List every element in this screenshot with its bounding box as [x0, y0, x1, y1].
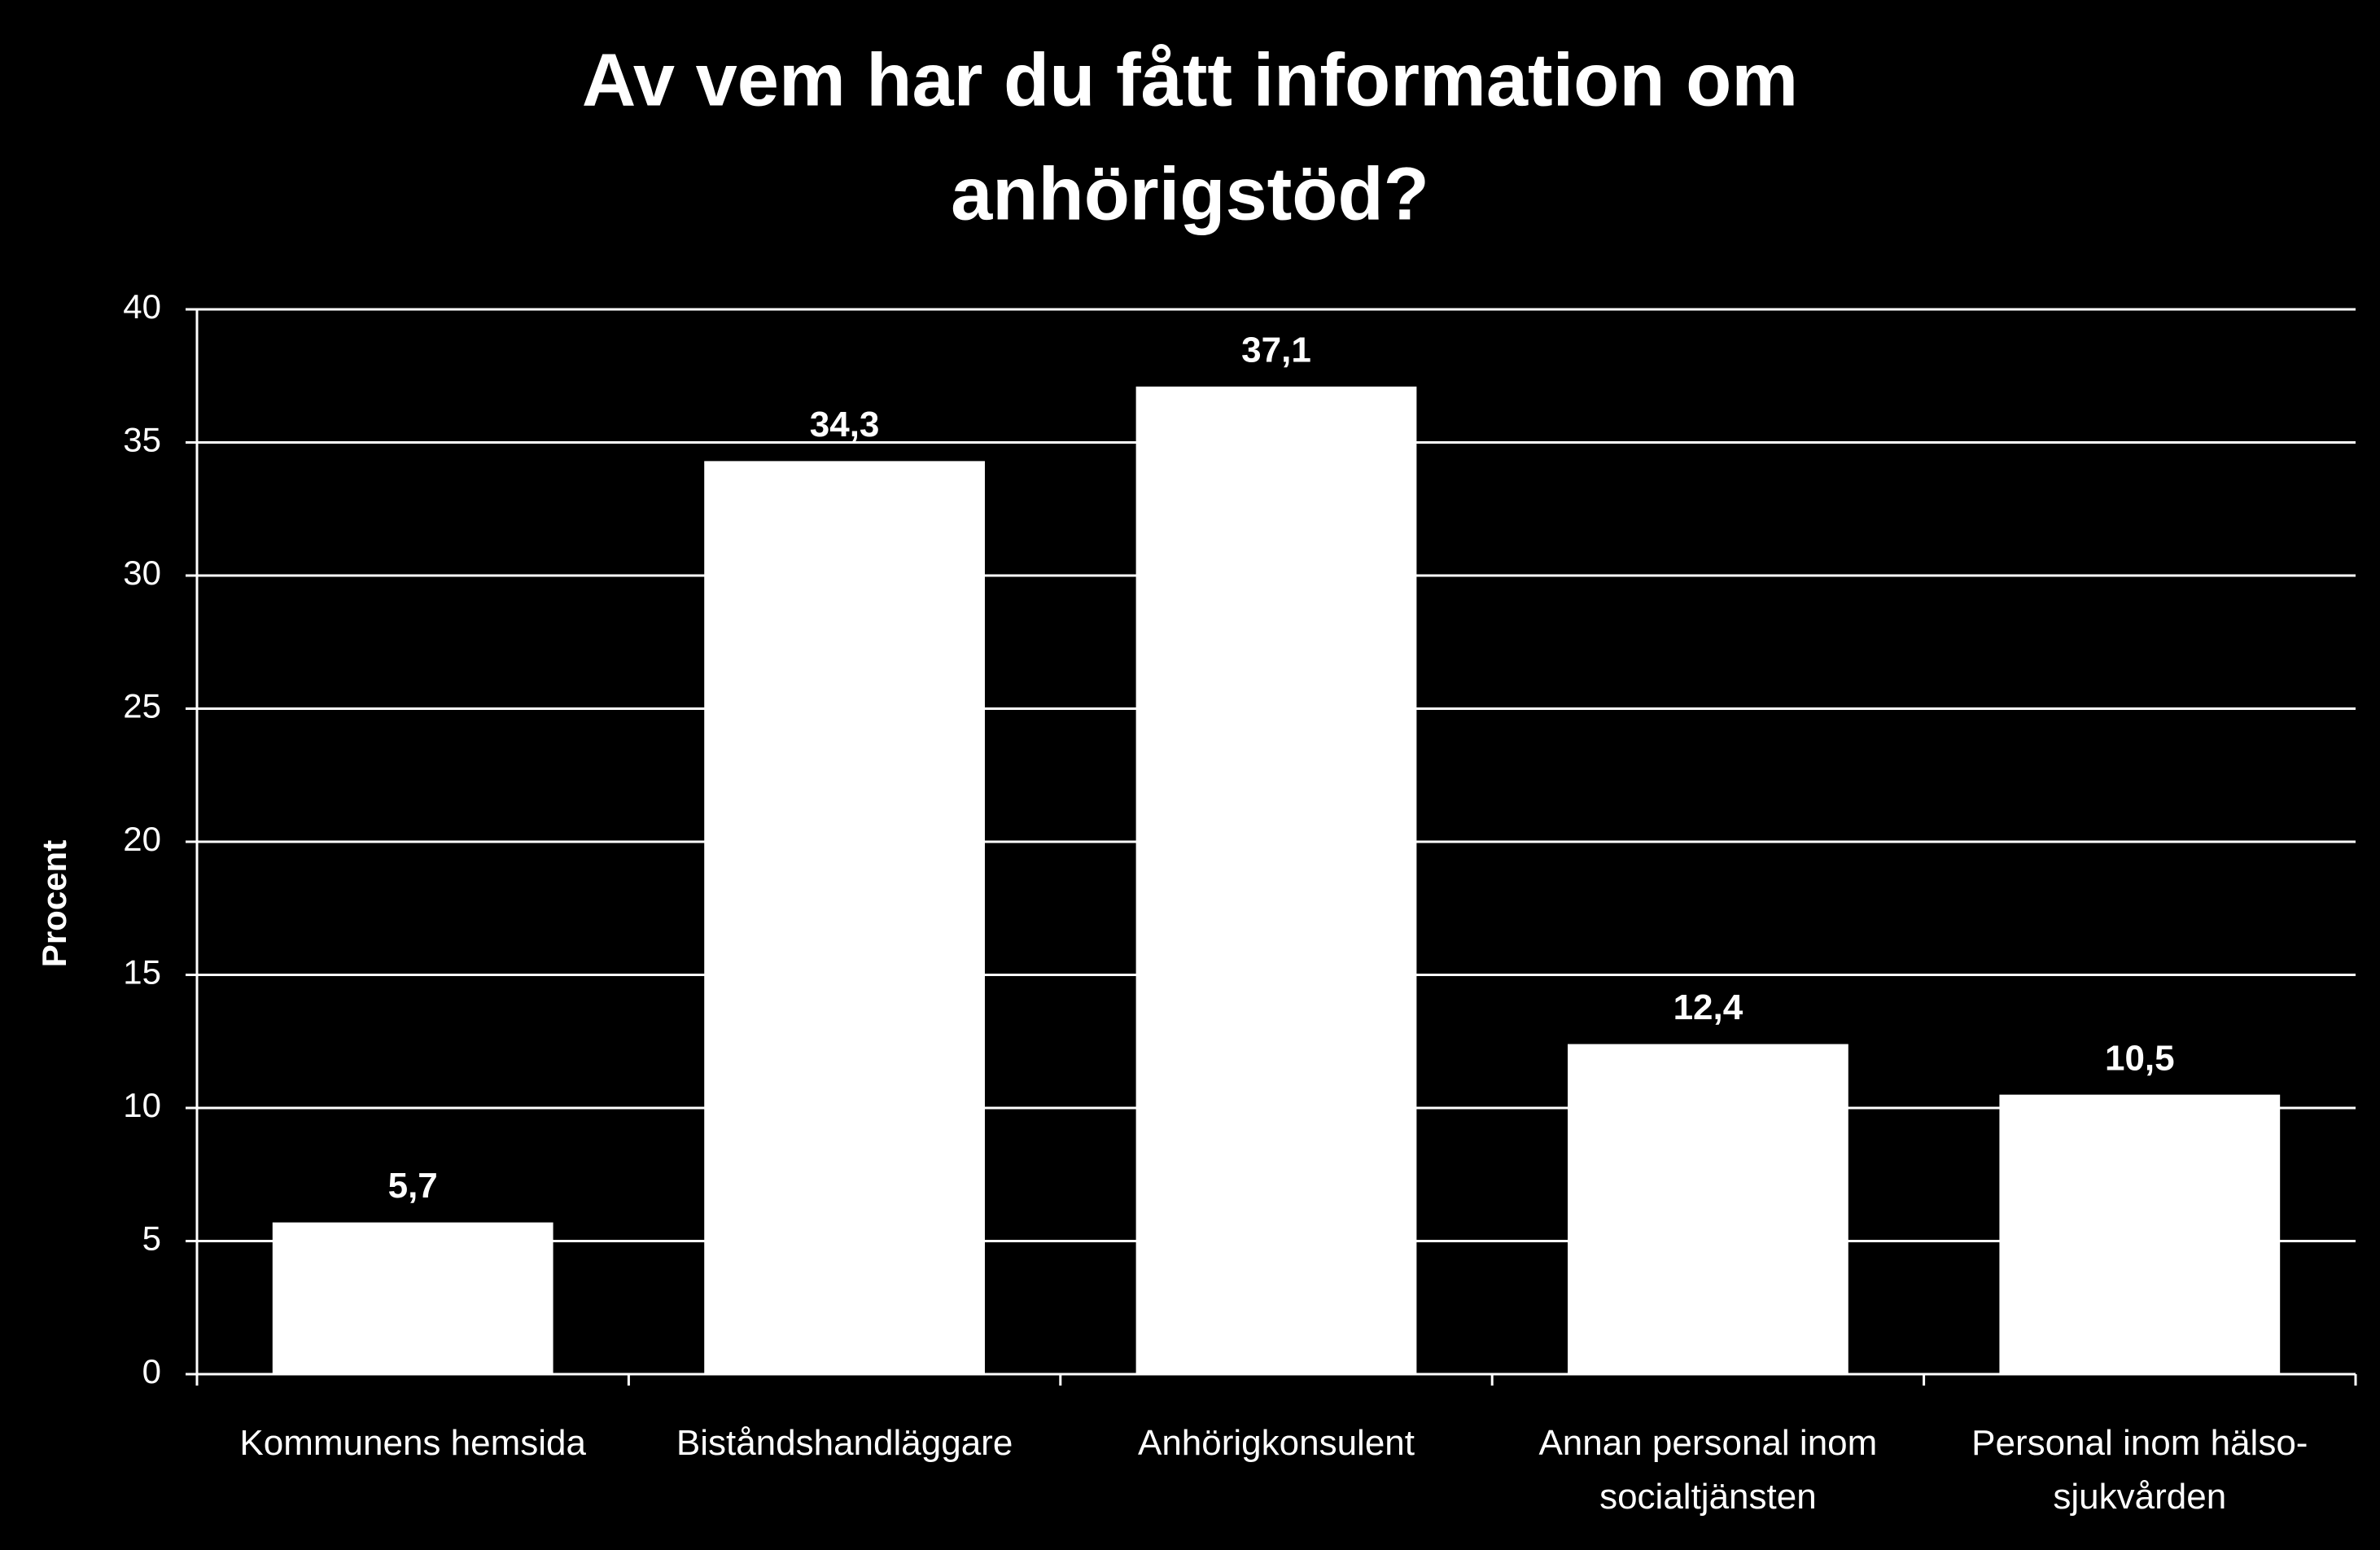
chart-title: Av vem har du fått information om: [582, 38, 1798, 121]
bar: [1999, 1094, 2281, 1374]
data-label: 12,4: [1673, 987, 1743, 1027]
x-tick-label: Kommunens hemsida: [239, 1423, 586, 1463]
y-tick-label: 10: [123, 1086, 161, 1124]
x-tick-label: Anhörigkonsulent: [1137, 1423, 1415, 1463]
y-tick-label: 0: [142, 1352, 161, 1390]
bar: [704, 461, 985, 1374]
y-axis-label: Procent: [35, 840, 73, 967]
bar: [1568, 1044, 1848, 1374]
y-tick-label: 20: [123, 820, 161, 858]
x-tick-label: Biståndshandläggare: [676, 1423, 1013, 1463]
y-tick-label: 5: [142, 1219, 161, 1258]
y-tick-label: 35: [123, 421, 161, 459]
x-tick-label: Annan personal inom socialtjänsten: [1538, 1423, 1878, 1517]
chart-title: anhörigstöd?: [951, 152, 1429, 235]
x-tick-label: Personal inom hälso-sjukvården: [1971, 1423, 2308, 1517]
y-tick-label: 40: [123, 287, 161, 326]
data-label: 5,7: [388, 1166, 438, 1206]
y-tick-label: 30: [123, 554, 161, 592]
y-tick-label: 15: [123, 953, 161, 992]
bar: [1135, 386, 1417, 1375]
data-label: 37,1: [1241, 330, 1311, 370]
bar: [272, 1222, 553, 1374]
y-tick-label: 25: [123, 687, 161, 725]
data-label: 34,3: [810, 405, 880, 444]
data-label: 10,5: [2105, 1038, 2175, 1078]
